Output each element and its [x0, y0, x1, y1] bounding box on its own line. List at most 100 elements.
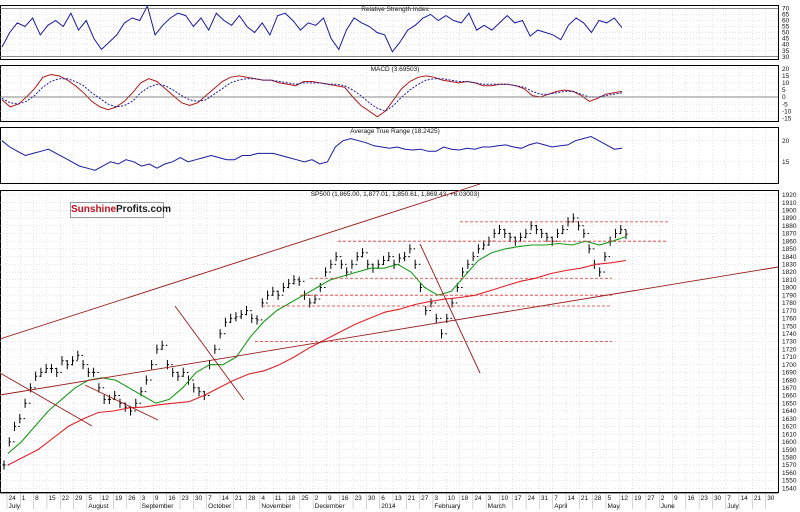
y-tick-label: 1600: [782, 439, 797, 446]
y-tick-label: 1790: [782, 292, 797, 299]
y-tick-label: 1810: [782, 277, 797, 284]
y-tick-label: 35: [782, 48, 790, 55]
x-tick-label: 15: [48, 495, 56, 502]
y-tick-label: 10: [782, 80, 790, 87]
x-tick-label: 30: [714, 495, 722, 502]
x-tick-label: 3: [434, 495, 438, 502]
month-label: December: [315, 503, 346, 510]
sunshine-profits-logo: SunshineProfits.com: [70, 202, 171, 218]
y-tick-label: 1840: [782, 254, 797, 261]
y-tick-label: 1610: [782, 431, 797, 438]
x-tick-label: 7: [554, 495, 558, 502]
moving-average-line-2: [7, 259, 627, 466]
trend-line-5: [419, 243, 481, 374]
x-tick-label: 21: [581, 495, 589, 502]
y-tick-label: 1760: [782, 316, 797, 323]
month-label: July: [9, 503, 21, 510]
y-tick-label: 1700: [782, 362, 797, 369]
y-tick-label: 1830: [782, 262, 797, 269]
x-tick-label: 8: [35, 495, 39, 502]
y-tick-label: 1670: [782, 385, 797, 392]
x-tick-label: 12: [102, 495, 110, 502]
trend-line-3: [84, 384, 159, 421]
month-label: August: [88, 503, 108, 510]
x-tick-label: 7: [208, 495, 212, 502]
x-tick-label: 4: [261, 495, 265, 502]
x-tick-label: 19: [115, 495, 123, 502]
x-tick-label: 19: [634, 495, 642, 502]
y-tick-label: 1860: [782, 238, 797, 245]
y-tick-label: 20: [782, 66, 790, 73]
y-tick-label: 30: [782, 54, 790, 61]
x-tick-label: 26: [128, 495, 136, 502]
x-tick-label: 27: [421, 495, 429, 502]
panel-title: SP500 (1,865.00, 1,877.01, 1,850.61, 1,8…: [311, 191, 480, 198]
y-tick-label: 55: [782, 24, 790, 31]
x-tick-label: 10: [501, 495, 509, 502]
y-tick-label: -5: [782, 101, 788, 108]
x-tick-label: 13: [395, 495, 403, 502]
x-tick-label: 23: [182, 495, 190, 502]
trend-line-2: [0, 372, 93, 427]
y-tick-label: 1750: [782, 323, 797, 330]
x-tick-label: 2: [661, 495, 665, 502]
y-tick-label: 1800: [782, 285, 797, 292]
x-tick-label: 30: [368, 495, 376, 502]
x-tick-label: 16: [168, 495, 176, 502]
x-tick-label: 9: [674, 495, 678, 502]
y-tick-label: 1910: [782, 200, 797, 207]
y-tick-label: 1580: [782, 454, 797, 461]
y-tick-label: 1740: [782, 331, 797, 338]
x-tick-label: 22: [62, 495, 70, 502]
panel-title: Average True Range (18.2425): [350, 128, 440, 135]
y-tick-label: 45: [782, 36, 790, 43]
trend-line-4: [174, 305, 245, 401]
y-tick-label: 1570: [782, 462, 797, 469]
month-label: July: [727, 503, 739, 510]
x-tick-label: 28: [248, 495, 256, 502]
series-line-1-0: [1, 73, 623, 118]
x-tick-label: 5: [607, 495, 611, 502]
x-tick-label: 6: [381, 495, 385, 502]
month-label: September: [142, 503, 175, 510]
x-tick-label: 7: [727, 495, 731, 502]
x-tick-label: 10: [448, 495, 456, 502]
x-tick-label: 21: [235, 495, 243, 502]
x-tick-label: 24: [528, 495, 536, 502]
x-tick-label: 9: [155, 495, 159, 502]
month-label: November: [261, 503, 292, 510]
panel-frame-2: [0, 65, 779, 122]
series-line-0-0: [1, 4, 623, 53]
y-tick-label: 1620: [782, 424, 797, 431]
x-tick-label: 23: [701, 495, 709, 502]
x-tick-label: 1: [22, 495, 26, 502]
brand-part2: Profits.com: [116, 204, 172, 215]
y-tick-label: -10: [782, 108, 792, 115]
panel-title: Relative Strength Index: [361, 6, 429, 13]
x-tick-label: 18: [288, 495, 296, 502]
y-tick-label: 20: [782, 138, 790, 145]
x-tick-label: 28: [594, 495, 602, 502]
x-tick-label: 25: [301, 495, 309, 502]
y-tick-label: 1780: [782, 300, 797, 307]
month-label: May: [607, 503, 620, 510]
y-tick-label: 1560: [782, 470, 797, 477]
y-tick-label: 15: [782, 73, 790, 80]
y-tick-label: 5: [782, 87, 786, 94]
x-tick-label: 17: [514, 495, 522, 502]
x-tick-label: 30: [195, 495, 203, 502]
y-tick-label: 1640: [782, 408, 797, 415]
y-tick-label: 15: [782, 159, 790, 166]
y-tick-label: 65: [782, 12, 790, 19]
y-tick-label: 1730: [782, 339, 797, 346]
y-tick-label: 1920: [782, 192, 797, 199]
panel-title: MACD (3.69503): [371, 66, 420, 73]
x-tick-label: 29: [75, 495, 83, 502]
x-tick-label: 21: [408, 495, 416, 502]
moving-average-line-1: [7, 235, 627, 454]
x-tick-label: 23: [355, 495, 363, 502]
y-tick-label: 1820: [782, 269, 797, 276]
x-tick-label: 12: [621, 495, 629, 502]
x-tick-label: 27: [647, 495, 655, 502]
month-label: February: [434, 503, 461, 510]
